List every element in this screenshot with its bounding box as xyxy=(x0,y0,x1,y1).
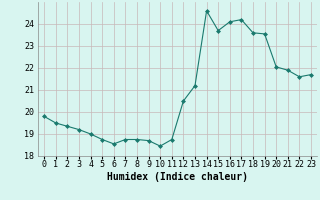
X-axis label: Humidex (Indice chaleur): Humidex (Indice chaleur) xyxy=(107,172,248,182)
